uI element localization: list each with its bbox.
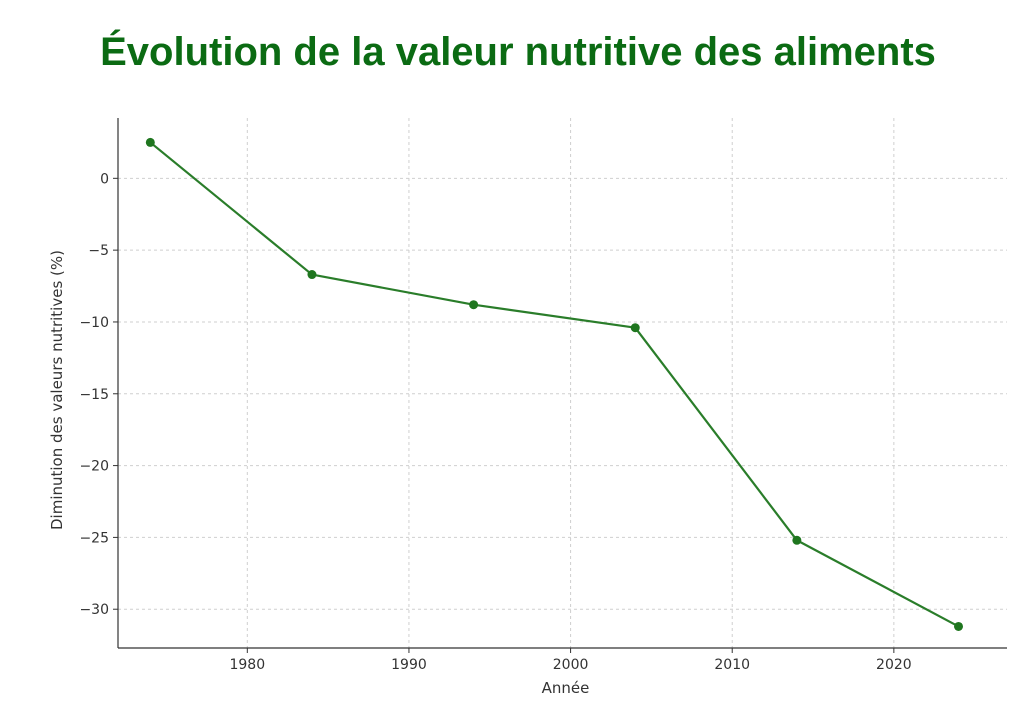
data-point bbox=[954, 621, 964, 631]
x-tick-label: 2010 bbox=[714, 657, 750, 673]
chart-title: Évolution de la valeur nutritive des ali… bbox=[100, 30, 936, 74]
axes bbox=[117, 118, 1007, 649]
x-tick-label: 1980 bbox=[229, 657, 265, 673]
x-axis-label: Année bbox=[542, 679, 590, 697]
y-tick-label: −20 bbox=[79, 459, 109, 475]
data-point bbox=[145, 137, 155, 147]
y-tick-label: −30 bbox=[79, 602, 109, 618]
y-tick-label: −15 bbox=[79, 387, 109, 403]
y-axis-label: Diminution des valeurs nutritives (%) bbox=[48, 250, 66, 530]
data-point bbox=[792, 535, 802, 545]
x-tick-label: 2000 bbox=[553, 657, 589, 673]
x-tick-label: 1990 bbox=[391, 657, 427, 673]
data-point bbox=[307, 270, 317, 280]
grid bbox=[118, 118, 1007, 648]
y-axis-ticks: 0 −5 −10 −15 −20 −25 −30 bbox=[79, 171, 118, 618]
x-axis-ticks: 1980 1990 2000 2010 2020 bbox=[229, 648, 912, 673]
y-tick-label: −10 bbox=[79, 315, 109, 331]
y-tick-label: 0 bbox=[100, 171, 109, 187]
series bbox=[145, 137, 964, 631]
series-line bbox=[149, 141, 960, 628]
data-point bbox=[630, 323, 640, 333]
x-tick-label: 2020 bbox=[876, 657, 912, 673]
y-tick-label: −5 bbox=[88, 243, 109, 259]
data-point bbox=[469, 300, 479, 310]
y-tick-label: −25 bbox=[79, 530, 109, 546]
